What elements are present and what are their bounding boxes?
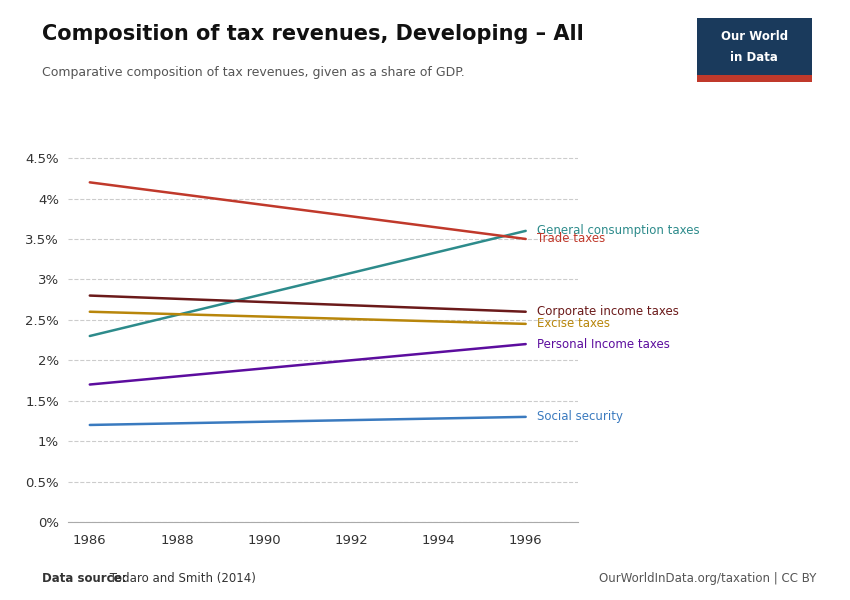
Text: Trade taxes: Trade taxes — [536, 232, 605, 245]
Text: Composition of tax revenues, Developing – All: Composition of tax revenues, Developing … — [42, 24, 584, 44]
Text: Personal Income taxes: Personal Income taxes — [536, 338, 670, 350]
Text: OurWorldInData.org/taxation | CC BY: OurWorldInData.org/taxation | CC BY — [598, 572, 816, 585]
Text: Excise taxes: Excise taxes — [536, 317, 609, 331]
Text: Our World: Our World — [721, 30, 788, 43]
Text: General consumption taxes: General consumption taxes — [536, 224, 700, 238]
Text: Comparative composition of tax revenues, given as a share of GDP.: Comparative composition of tax revenues,… — [42, 66, 465, 79]
Text: Data source:: Data source: — [42, 572, 127, 585]
Text: in Data: in Data — [730, 52, 779, 64]
Text: Social security: Social security — [536, 410, 622, 424]
Text: Corporate income taxes: Corporate income taxes — [536, 305, 678, 318]
Text: Todaro and Smith (2014): Todaro and Smith (2014) — [106, 572, 256, 585]
